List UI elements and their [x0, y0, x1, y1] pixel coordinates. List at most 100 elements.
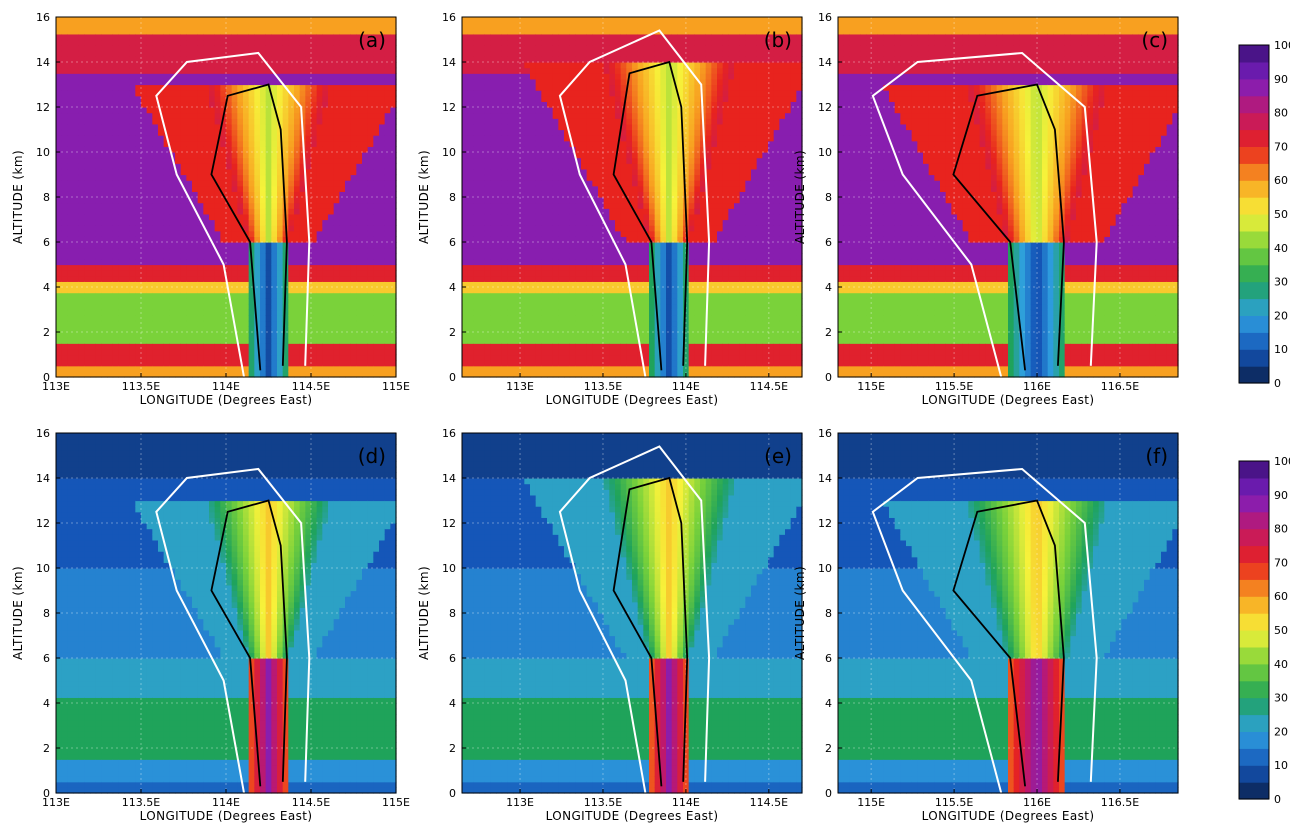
heatmap-cell: [294, 355, 300, 361]
heatmap-cell: [226, 220, 232, 226]
heatmap-cell: [56, 298, 62, 304]
heatmap-cell: [328, 107, 334, 113]
heatmap-cell: [351, 152, 357, 158]
heatmap-cell: [288, 310, 294, 316]
heatmap-cell: [513, 310, 519, 316]
heatmap-cell: [490, 276, 496, 282]
heatmap-cell: [192, 163, 198, 169]
heatmap-cell: [339, 124, 345, 130]
heatmap-cell: [356, 310, 362, 316]
heatmap-cell: [141, 124, 147, 130]
heatmap-cell: [356, 169, 362, 175]
heatmap-cell: [490, 321, 496, 327]
heatmap-cell: [181, 242, 187, 248]
heatmap-cell: [524, 180, 530, 186]
heatmap-cell: [130, 124, 136, 130]
heatmap-cell: [181, 253, 187, 259]
heatmap-cell: [237, 248, 243, 254]
heatmap-cell: [164, 175, 170, 181]
heatmap-cell: [73, 124, 79, 130]
heatmap-cell: [558, 321, 564, 327]
heatmap-cell: [513, 152, 519, 158]
heatmap-cell: [237, 242, 243, 248]
heatmap-cell: [198, 51, 204, 57]
heatmap-cell: [198, 79, 204, 85]
heatmap-cell: [362, 197, 368, 203]
heatmap-cell: [339, 79, 345, 85]
heatmap-cell: [368, 113, 374, 119]
heatmap-cell: [152, 242, 158, 248]
heatmap-cell: [192, 298, 198, 304]
heatmap-cell: [62, 338, 68, 344]
heatmap-cell: [541, 349, 547, 355]
heatmap-cell: [311, 203, 317, 209]
heatmap-cell: [334, 360, 340, 366]
heatmap-cell: [379, 85, 385, 91]
heatmap-cell: [147, 270, 153, 276]
heatmap-cell: [496, 73, 502, 79]
heatmap-cell: [186, 135, 192, 141]
heatmap-cell: [118, 225, 124, 231]
heatmap-cell: [226, 118, 232, 124]
heatmap-cell: [118, 208, 124, 214]
heatmap-cell: [530, 96, 536, 102]
heatmap-cell: [553, 118, 559, 124]
heatmap-cell: [158, 163, 164, 169]
heatmap-cell: [147, 220, 153, 226]
heatmap-cell: [237, 28, 243, 34]
heatmap-cell: [288, 203, 294, 209]
heatmap-cell: [96, 107, 102, 113]
heatmap-cell: [237, 68, 243, 74]
heatmap-cell: [317, 310, 323, 316]
heatmap-cell: [311, 90, 317, 96]
heatmap-cell: [209, 203, 215, 209]
heatmap-cell: [186, 28, 192, 34]
heatmap-cell: [203, 220, 209, 226]
heatmap-cell: [317, 90, 323, 96]
heatmap-cell: [519, 169, 525, 175]
heatmap-cell: [485, 85, 491, 91]
heatmap-cell: [62, 118, 68, 124]
heatmap-cell: [135, 259, 141, 265]
heatmap-cell: [468, 45, 474, 51]
heatmap-cell: [277, 28, 283, 34]
heatmap-cell: [547, 253, 553, 259]
heatmap-cell: [164, 68, 170, 74]
heatmap-cell: [373, 79, 379, 85]
heatmap-cell: [536, 315, 542, 321]
heatmap-cell: [547, 124, 553, 130]
heatmap-cell: [507, 225, 513, 231]
heatmap-cell: [311, 163, 317, 169]
heatmap-cell: [243, 113, 249, 119]
heatmap-cell: [462, 169, 468, 175]
heatmap-cell: [101, 214, 107, 220]
heatmap-cell: [101, 96, 107, 102]
heatmap-cell: [294, 220, 300, 226]
heatmap-cell: [536, 366, 542, 372]
heatmap-cell: [90, 276, 96, 282]
heatmap-cell: [62, 355, 68, 361]
heatmap-cell: [232, 73, 238, 79]
heatmap-cell: [311, 152, 317, 158]
heatmap-cell: [490, 17, 496, 23]
heatmap-cell: [62, 298, 68, 304]
heatmap-cell: [67, 338, 73, 344]
heatmap-cell: [158, 220, 164, 226]
heatmap-cell: [547, 203, 553, 209]
heatmap-cell: [322, 107, 328, 113]
heatmap-cell: [249, 180, 255, 186]
heatmap-cell: [356, 248, 362, 254]
heatmap-cell: [513, 360, 519, 366]
heatmap-cell: [300, 259, 306, 265]
heatmap-cell: [379, 231, 385, 237]
heatmap-cell: [368, 186, 374, 192]
heatmap-cell: [345, 304, 351, 310]
heatmap-cell: [530, 40, 536, 46]
heatmap-cell: [536, 355, 542, 361]
heatmap-cell: [118, 248, 124, 254]
heatmap-cell: [479, 90, 485, 96]
heatmap-cell: [339, 186, 345, 192]
heatmap-cell: [152, 34, 158, 40]
heatmap-cell: [90, 152, 96, 158]
heatmap-cell: [547, 79, 553, 85]
